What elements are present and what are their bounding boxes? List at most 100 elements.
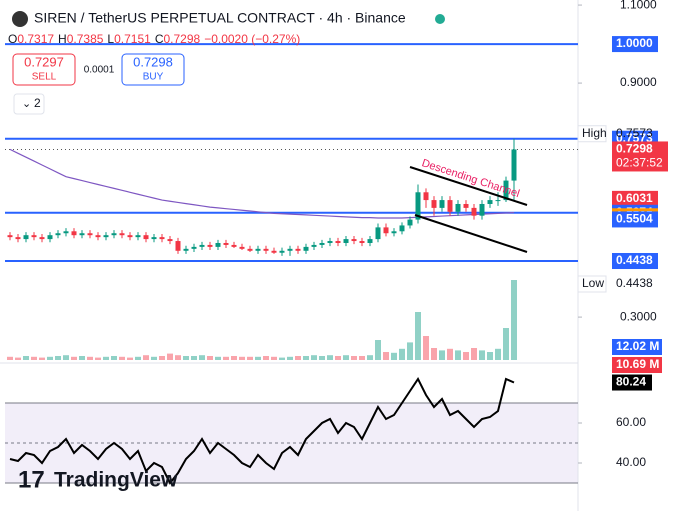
price-label: 1.0000 <box>616 36 653 50</box>
price-label: 0.5504 <box>616 212 653 226</box>
candle-body <box>359 241 365 243</box>
candle-body <box>271 250 277 253</box>
candle-body <box>311 244 317 247</box>
candle-body <box>199 244 205 247</box>
price-label: 0.4438 <box>616 253 653 267</box>
spread: 0.0001 <box>84 65 115 76</box>
last-price: 0.7298 <box>616 142 653 156</box>
candle-body <box>439 200 445 208</box>
volume-bar <box>271 356 277 360</box>
candle-body <box>207 244 213 247</box>
volume-bar <box>15 357 21 360</box>
channel-top <box>409 166 528 206</box>
price-label-box <box>612 253 658 270</box>
countdown: 02:37:52 <box>616 156 663 170</box>
candle-body <box>407 219 413 226</box>
volume-bar <box>143 355 149 360</box>
status-dot <box>435 14 445 24</box>
volume-bar <box>71 356 77 360</box>
moving-average <box>9 148 515 219</box>
rsi-tick-label: 60.00 <box>616 415 646 429</box>
volume-bar <box>287 356 293 360</box>
volume-bar <box>383 352 389 360</box>
candle-body <box>167 239 173 242</box>
candle-body <box>127 235 133 238</box>
candle-body <box>23 235 29 240</box>
volume-bar <box>191 356 197 360</box>
volume-bar <box>447 348 453 360</box>
volume-bar <box>279 357 285 360</box>
volume-label-box <box>612 357 662 373</box>
candle-body <box>71 231 77 236</box>
sell-price[interactable]: 0.7297 <box>24 54 64 69</box>
volume-bar <box>7 356 13 360</box>
buy-button[interactable] <box>121 53 185 86</box>
candle-body <box>487 200 493 204</box>
hl-box <box>577 275 607 293</box>
h: 0.7385 <box>67 32 104 46</box>
candle-body <box>95 235 101 238</box>
candle-body <box>375 227 381 240</box>
volume-bar <box>311 355 317 360</box>
volume-bar <box>263 356 269 360</box>
volume-bar <box>247 356 253 360</box>
candle-body <box>135 235 141 238</box>
candle-body <box>87 233 93 236</box>
volume-bar <box>407 342 413 360</box>
volume-bar <box>367 355 373 360</box>
candle-body <box>231 244 237 247</box>
volume-label: 12.02 M <box>616 339 659 353</box>
candle-body <box>503 180 509 201</box>
volume-label-box <box>612 339 662 355</box>
ohlc: O0.7317 H0.7385 L0.7151 C0.7298 −0.0020 (−0.… <box>8 32 300 46</box>
candle-body <box>287 248 293 251</box>
candle-body <box>479 203 485 216</box>
volume-bar <box>223 356 229 360</box>
candle-body <box>215 242 221 247</box>
indicators-count[interactable]: 2 <box>34 96 41 110</box>
candle-body <box>415 192 421 220</box>
candle-body <box>327 241 333 243</box>
price-label-box <box>612 211 658 228</box>
price-label: 0.7573 <box>616 131 653 145</box>
candle-body <box>367 239 373 243</box>
candle-body <box>399 225 405 232</box>
buy-price[interactable]: 0.7298 <box>133 54 173 69</box>
sell-button[interactable] <box>12 53 76 86</box>
hl-name: High <box>582 126 607 140</box>
candle-body <box>471 207 477 216</box>
plot: 1.10000.90000.30001.00000.75730.60310.56… <box>5 0 668 485</box>
rsi-last: 80.24 <box>616 375 646 389</box>
candle-body <box>39 237 45 240</box>
candle-body <box>103 235 109 238</box>
candle-body <box>255 248 261 251</box>
buy-label[interactable]: BUY <box>143 72 164 83</box>
change: −0.0020 (−0.27%) <box>204 32 300 46</box>
volume-bar <box>175 355 181 360</box>
volume-bar <box>95 357 101 360</box>
l-key: L <box>107 32 114 46</box>
candle-body <box>511 149 517 181</box>
volume-bar <box>199 355 205 360</box>
rsi-tick-label: 40.00 <box>616 455 646 469</box>
candle-body <box>239 246 245 249</box>
indicators-toggle[interactable] <box>13 93 45 115</box>
candle-body <box>119 233 125 236</box>
volume-bar <box>327 355 333 360</box>
o: 0.7317 <box>17 32 54 46</box>
chevron[interactable]: ⌄ <box>22 98 31 110</box>
candle-body <box>191 246 197 249</box>
volume-bar <box>455 350 461 360</box>
sell-label[interactable]: SELL <box>32 72 57 83</box>
volume-bar <box>119 356 125 360</box>
l: 0.7151 <box>114 32 151 46</box>
last-price-box <box>612 141 668 172</box>
candle-body <box>463 203 469 208</box>
volume-bar <box>391 352 397 360</box>
candle-body <box>343 239 349 243</box>
candle-body <box>223 242 229 245</box>
candle-body <box>431 200 437 208</box>
y-tick-label: 0.9000 <box>620 75 657 89</box>
channel-bottom <box>414 214 528 253</box>
